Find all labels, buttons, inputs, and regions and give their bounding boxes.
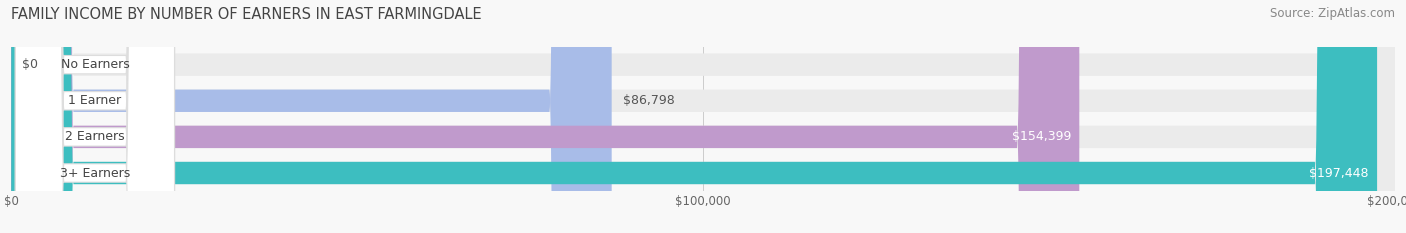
FancyBboxPatch shape — [11, 0, 1395, 233]
Text: $0: $0 — [22, 58, 38, 71]
Text: $154,399: $154,399 — [1012, 130, 1071, 143]
Text: No Earners: No Earners — [60, 58, 129, 71]
FancyBboxPatch shape — [11, 0, 1080, 233]
FancyBboxPatch shape — [11, 0, 1395, 233]
Text: Source: ZipAtlas.com: Source: ZipAtlas.com — [1270, 7, 1395, 20]
Text: 3+ Earners: 3+ Earners — [60, 167, 131, 179]
FancyBboxPatch shape — [11, 0, 1376, 233]
Text: FAMILY INCOME BY NUMBER OF EARNERS IN EAST FARMINGDALE: FAMILY INCOME BY NUMBER OF EARNERS IN EA… — [11, 7, 482, 22]
FancyBboxPatch shape — [15, 0, 174, 233]
Text: $197,448: $197,448 — [1309, 167, 1369, 179]
FancyBboxPatch shape — [15, 0, 174, 233]
Text: 2 Earners: 2 Earners — [65, 130, 125, 143]
FancyBboxPatch shape — [15, 0, 174, 233]
Text: 1 Earner: 1 Earner — [69, 94, 121, 107]
Text: $86,798: $86,798 — [623, 94, 675, 107]
FancyBboxPatch shape — [15, 0, 174, 233]
FancyBboxPatch shape — [11, 0, 1395, 233]
FancyBboxPatch shape — [11, 0, 1395, 233]
FancyBboxPatch shape — [11, 0, 612, 233]
